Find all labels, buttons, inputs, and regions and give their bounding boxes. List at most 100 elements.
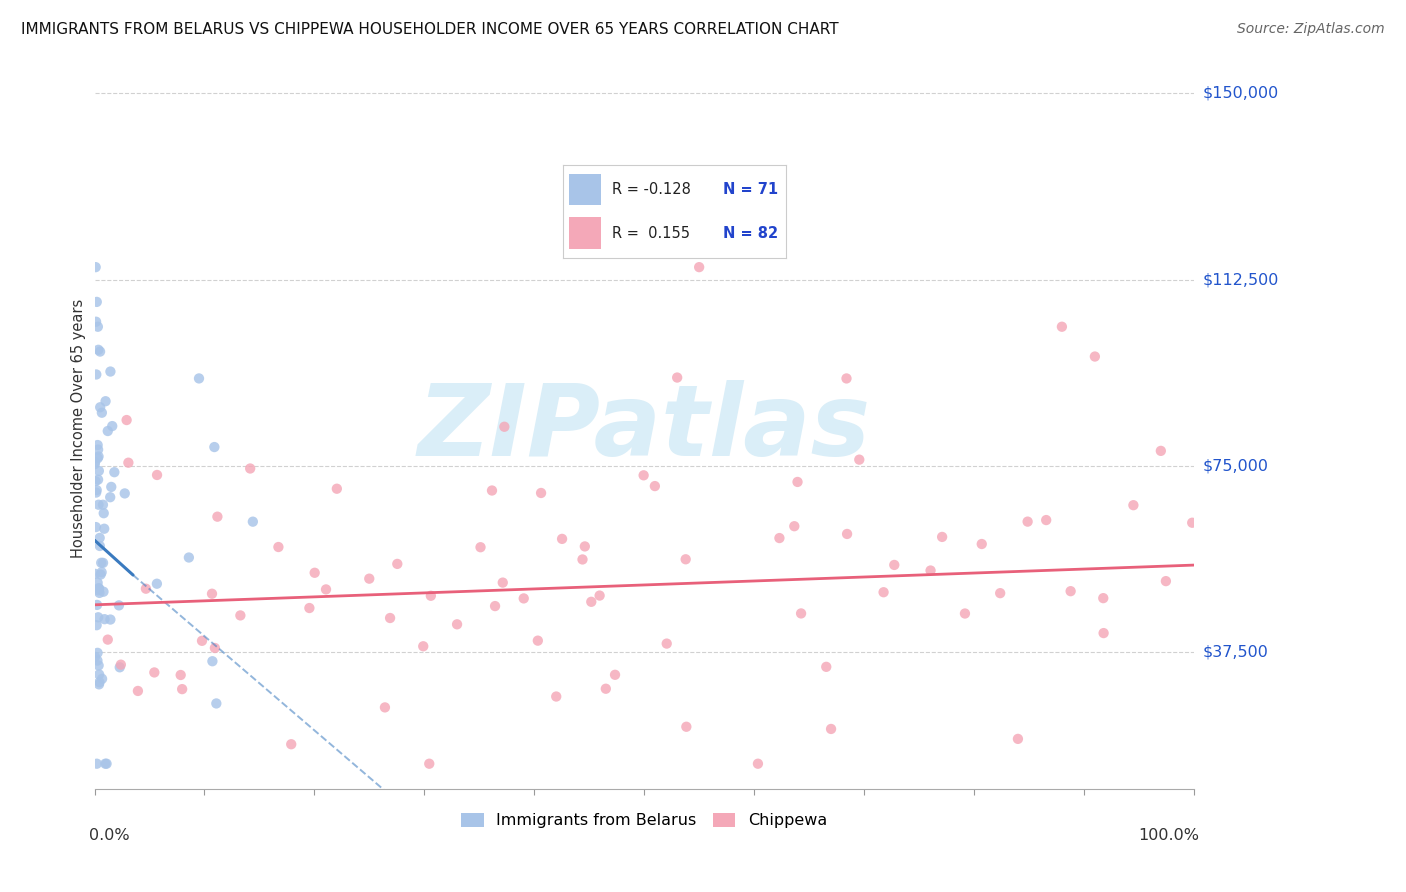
- Point: [1150, 443, 1173, 458]
- Point: [87, 473, 110, 487]
- Point: [87, 343, 110, 357]
- Point: [655, 637, 678, 651]
- Point: [87, 610, 110, 624]
- Point: [603, 667, 626, 681]
- Point: [84, 368, 107, 382]
- Point: [595, 681, 617, 696]
- Point: [86, 618, 108, 632]
- Point: [790, 607, 813, 621]
- Text: R =  0.155: R = 0.155: [612, 226, 690, 241]
- Point: [326, 482, 349, 496]
- Point: [315, 582, 337, 597]
- Point: [101, 419, 124, 434]
- Point: [97, 424, 120, 438]
- Text: $150,000: $150,000: [1202, 86, 1278, 101]
- Point: [747, 756, 769, 771]
- Point: [87, 583, 110, 598]
- Point: [202, 440, 225, 454]
- Point: [298, 601, 321, 615]
- Point: [419, 589, 441, 603]
- Point: [86, 654, 108, 668]
- Point: [170, 668, 193, 682]
- Point: [768, 531, 790, 545]
- Point: [1181, 516, 1204, 530]
- Point: [114, 486, 136, 500]
- Point: [191, 633, 214, 648]
- Point: [304, 566, 326, 580]
- Point: [86, 294, 108, 309]
- Point: [412, 640, 434, 654]
- Point: [91, 498, 114, 512]
- Point: [1050, 319, 1073, 334]
- Point: [143, 665, 166, 680]
- Point: [1084, 350, 1107, 364]
- Point: [571, 552, 593, 566]
- Point: [90, 556, 112, 570]
- Point: [93, 612, 115, 626]
- Point: [920, 564, 942, 578]
- Point: [242, 515, 264, 529]
- Point: [87, 498, 110, 512]
- Point: [103, 465, 125, 479]
- Point: [835, 371, 858, 385]
- Point: [86, 646, 108, 660]
- Point: [98, 490, 121, 504]
- Point: [1092, 626, 1115, 640]
- Text: R = -0.128: R = -0.128: [612, 182, 690, 197]
- Point: [89, 675, 111, 690]
- Point: [93, 506, 115, 520]
- Point: [513, 591, 536, 606]
- Point: [87, 450, 110, 464]
- Point: [87, 442, 110, 457]
- Point: [84, 315, 107, 329]
- Point: [172, 682, 194, 697]
- Point: [91, 672, 114, 686]
- Point: [90, 566, 112, 580]
- Point: [494, 419, 516, 434]
- Text: $75,000: $75,000: [1202, 458, 1268, 474]
- Point: [93, 584, 115, 599]
- Point: [1092, 591, 1115, 606]
- Point: [100, 480, 122, 494]
- Point: [86, 438, 108, 452]
- Text: Source: ZipAtlas.com: Source: ZipAtlas.com: [1237, 22, 1385, 37]
- Point: [94, 394, 117, 409]
- Point: [446, 617, 468, 632]
- Point: [89, 667, 111, 681]
- Point: [84, 520, 107, 534]
- Point: [87, 658, 110, 673]
- Point: [418, 756, 440, 771]
- Point: [267, 540, 290, 554]
- Point: [86, 756, 108, 771]
- Point: [644, 479, 666, 493]
- Point: [581, 595, 603, 609]
- Point: [94, 756, 117, 771]
- Point: [188, 371, 211, 385]
- Point: [97, 632, 120, 647]
- Point: [492, 575, 515, 590]
- Text: 0.0%: 0.0%: [89, 828, 129, 843]
- Point: [931, 530, 953, 544]
- Point: [883, 558, 905, 572]
- Point: [84, 455, 107, 469]
- Point: [970, 537, 993, 551]
- Point: [84, 474, 107, 488]
- Point: [848, 452, 870, 467]
- Point: [115, 413, 138, 427]
- Point: [1017, 515, 1039, 529]
- Point: [117, 456, 139, 470]
- Point: [89, 582, 111, 596]
- Point: [89, 401, 111, 415]
- Point: [89, 586, 111, 600]
- Point: [87, 581, 110, 595]
- Text: 100.0%: 100.0%: [1139, 828, 1199, 843]
- Point: [87, 319, 110, 334]
- Point: [783, 519, 806, 533]
- Point: [108, 660, 131, 674]
- Point: [86, 483, 108, 497]
- Point: [633, 468, 655, 483]
- Text: N = 71: N = 71: [724, 182, 779, 197]
- Text: IMMIGRANTS FROM BELARUS VS CHIPPEWA HOUSEHOLDER INCOME OVER 65 YEARS CORRELATION: IMMIGRANTS FROM BELARUS VS CHIPPEWA HOUS…: [21, 22, 839, 37]
- Point: [527, 633, 550, 648]
- Text: $37,500: $37,500: [1202, 645, 1268, 659]
